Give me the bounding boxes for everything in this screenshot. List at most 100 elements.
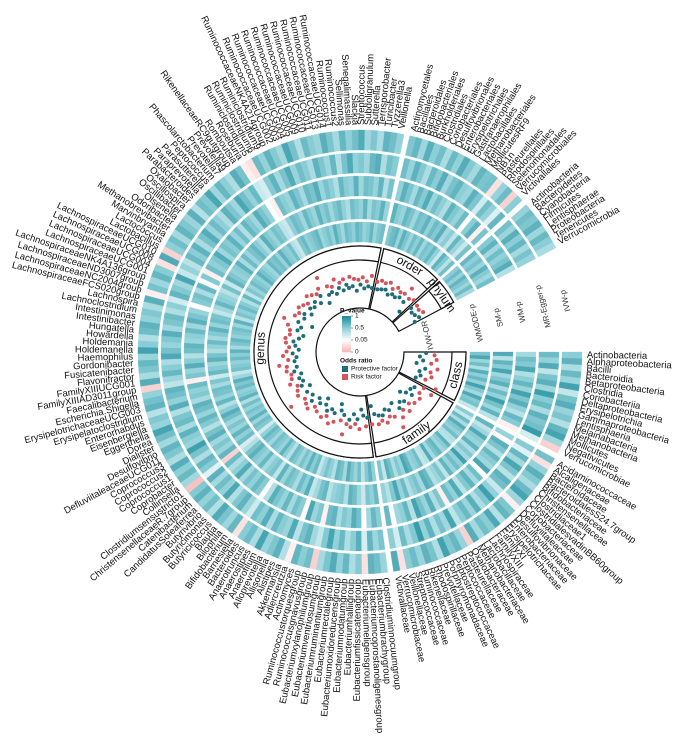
or-dot <box>421 386 426 391</box>
heat-cell <box>356 461 362 483</box>
or-dot <box>334 291 339 296</box>
or-dot <box>309 293 314 298</box>
or-dot <box>299 325 304 330</box>
or-dot <box>402 291 407 296</box>
or-dot <box>401 415 406 420</box>
legend-swatch <box>342 374 348 380</box>
or-dot <box>401 425 406 430</box>
or-dot <box>296 393 301 398</box>
or-dot <box>316 286 321 291</box>
or-dot <box>401 407 406 412</box>
or-dot <box>356 277 361 282</box>
taxon-label: Alphaproteobacteria <box>587 357 673 372</box>
colorbar-segment <box>342 326 351 329</box>
or-dot <box>299 371 304 376</box>
or-dot <box>305 301 310 306</box>
taxon-label: Bacilli <box>586 363 612 376</box>
or-dot <box>359 407 364 412</box>
or-dot <box>329 284 334 289</box>
or-dot <box>339 408 344 413</box>
or-dot <box>379 287 384 292</box>
or-dot <box>284 349 289 354</box>
or-dot <box>398 290 403 295</box>
or-dot <box>284 364 289 369</box>
track-label: MR-Egger-p <box>533 284 552 329</box>
or-dot <box>380 278 385 283</box>
heat-cell <box>379 482 388 504</box>
heat-cell <box>358 175 365 197</box>
heat-cell <box>386 178 396 200</box>
sector-band <box>253 245 382 459</box>
or-dot <box>423 366 428 371</box>
or-dot <box>292 359 297 364</box>
or-dot <box>350 284 355 289</box>
or-dot <box>289 372 294 377</box>
sector-band <box>379 247 439 291</box>
or-dot <box>397 406 402 411</box>
heat-cell <box>367 553 375 575</box>
or-dot <box>305 389 310 394</box>
heat-cell <box>355 530 362 552</box>
or-dot <box>361 413 366 418</box>
or-dot <box>304 294 309 299</box>
or-dot <box>429 393 434 398</box>
heat-cell <box>454 244 472 262</box>
heat-cell <box>160 358 182 366</box>
or-dot <box>301 303 306 308</box>
or-dot <box>387 414 392 419</box>
taxon-label: Eubacteriumfissicatenagroup <box>352 579 364 702</box>
or-dot <box>423 377 428 382</box>
or-dot <box>412 313 417 318</box>
or-dot <box>327 301 332 306</box>
colorbar-segment <box>342 340 351 343</box>
taxon-label: Senegalimassilia <box>339 54 354 126</box>
or-dot <box>312 299 317 304</box>
or-dot <box>339 432 344 437</box>
taxon-label: Haemophilus <box>77 352 133 364</box>
legend-swatch <box>342 366 348 372</box>
colorbar-segment <box>342 334 351 337</box>
or-dot <box>360 275 365 280</box>
heat-cell <box>366 530 374 552</box>
or-dot <box>290 351 295 356</box>
or-dot <box>301 334 306 339</box>
or-dot <box>403 390 408 395</box>
or-dot <box>324 402 329 407</box>
or-dot <box>388 280 393 285</box>
heat-cell <box>358 221 364 243</box>
or-dot <box>296 336 301 341</box>
heat-cell <box>364 129 372 151</box>
or-dot <box>417 315 422 320</box>
or-dot <box>318 301 323 306</box>
or-dot <box>315 275 320 280</box>
heat-cell <box>486 211 506 230</box>
or-dot <box>397 399 402 404</box>
or-dot <box>283 340 288 345</box>
or-dot <box>357 427 362 432</box>
or-dot <box>416 307 421 312</box>
heat-cell <box>361 530 368 552</box>
heat-cell <box>475 275 496 290</box>
heat-cell <box>345 129 353 151</box>
heat-cell <box>351 129 359 151</box>
or-dot <box>380 418 385 423</box>
taxon-label: Bacteroidia <box>585 370 634 386</box>
or-dot <box>296 320 301 325</box>
or-dot <box>353 422 358 427</box>
heat-cell <box>360 461 365 483</box>
colorbar-label: 1 <box>355 313 359 320</box>
or-dot <box>412 319 417 324</box>
or-dot <box>341 288 346 293</box>
or-dot <box>409 393 414 398</box>
or-dot <box>314 292 319 297</box>
heat-cell <box>137 353 159 361</box>
or-dot <box>402 399 407 404</box>
or-dot <box>433 387 438 392</box>
taxon-label: Actinobacteria <box>587 350 648 362</box>
heat-cell <box>137 346 159 354</box>
or-dot <box>287 345 292 350</box>
or-dot <box>417 354 422 359</box>
or-dot <box>302 396 307 401</box>
heat-cell <box>376 460 384 481</box>
